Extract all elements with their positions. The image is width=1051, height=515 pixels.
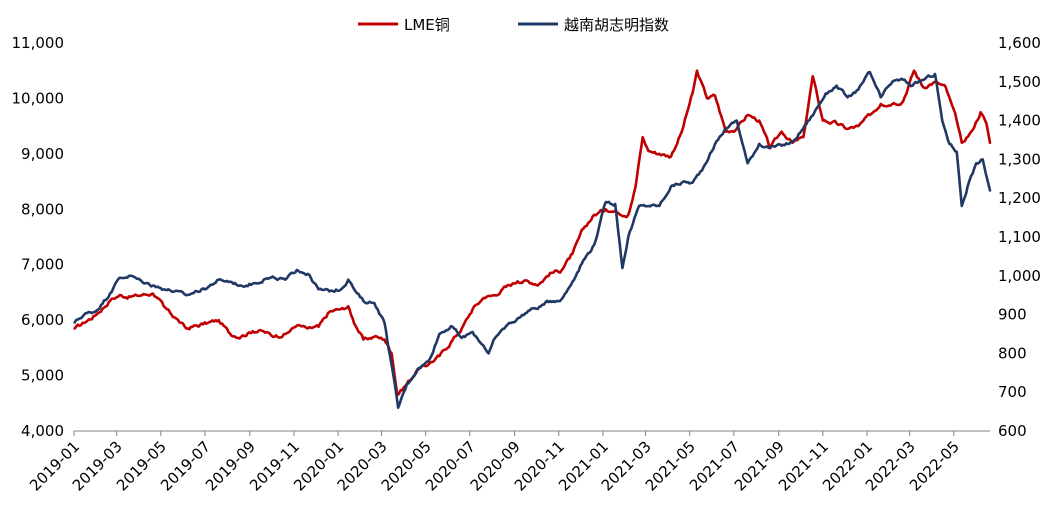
right-axis-tick-label: 900 — [998, 306, 1027, 324]
right-axis-tick-label: 1,500 — [998, 73, 1041, 91]
left-axis-tick-label: 9,000 — [21, 145, 64, 163]
left-axis-tick-label: 8,000 — [21, 200, 64, 218]
left-axis-tick-label: 7,000 — [21, 256, 64, 274]
left-axis-tick-label: 4,000 — [21, 422, 64, 440]
axes: 2019-012019-032019-052019-072019-092019-… — [12, 34, 1041, 495]
series-line-vn-index — [73, 70, 992, 410]
right-axis-tick-label: 1,600 — [998, 34, 1041, 52]
plot-area — [73, 69, 992, 410]
legend-label-lme-copper: LME铜 — [404, 16, 450, 34]
right-axis-tick-label: 600 — [998, 422, 1027, 440]
right-axis-tick-label: 700 — [998, 383, 1027, 401]
legend: LME铜 越南胡志明指数 — [358, 16, 669, 34]
left-axis-tick-label: 5,000 — [21, 367, 64, 385]
series-line-lme-copper — [73, 69, 992, 397]
right-axis-tick-label: 1,400 — [998, 112, 1041, 130]
right-axis-tick-label: 800 — [998, 344, 1027, 362]
right-axis-tick-label: 1,100 — [998, 228, 1041, 246]
legend-item-vn-index: 越南胡志明指数 — [518, 16, 669, 34]
right-axis-tick-label: 1,300 — [998, 150, 1041, 168]
left-axis-tick-label: 10,000 — [12, 89, 65, 107]
left-axis-tick-label: 6,000 — [21, 311, 64, 329]
left-axis-tick-label: 11,000 — [12, 34, 65, 52]
right-axis-tick-label: 1,200 — [998, 189, 1041, 207]
legend-label-vn-index: 越南胡志明指数 — [564, 16, 669, 34]
right-axis-tick-label: 1,000 — [998, 267, 1041, 285]
legend-item-lme-copper: LME铜 — [358, 16, 450, 34]
